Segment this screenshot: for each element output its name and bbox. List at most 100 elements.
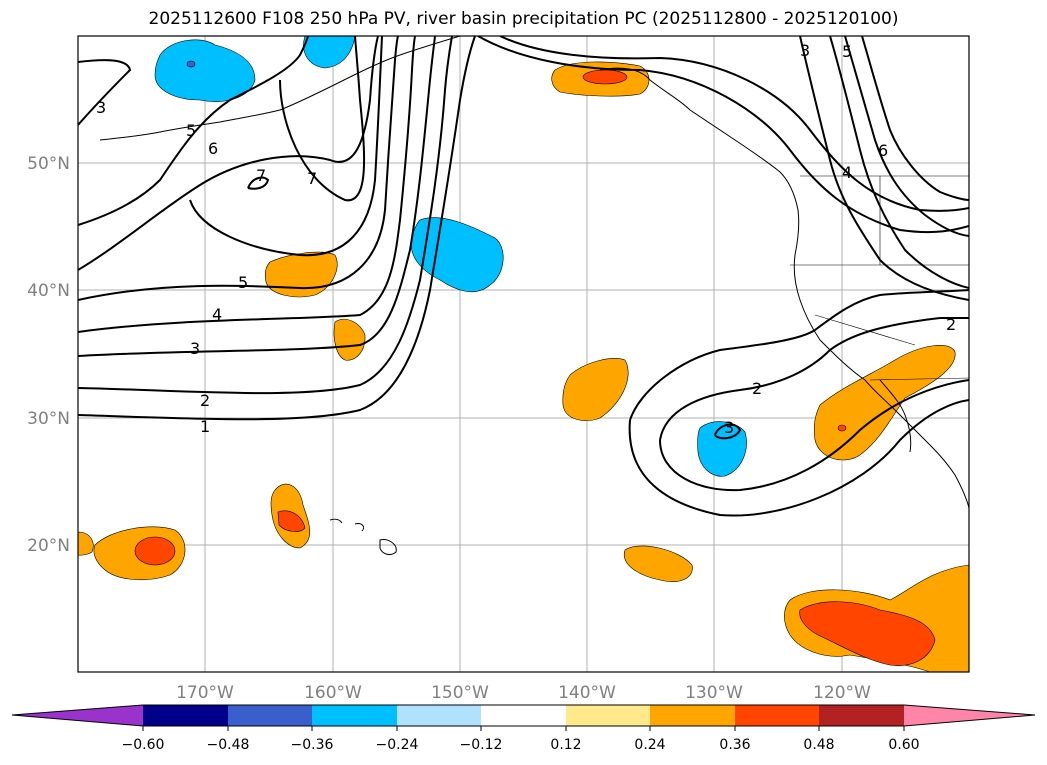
graticule — [78, 36, 969, 672]
pv-label: 5 — [186, 121, 196, 140]
colorbar-tick-label: 0.60 — [888, 737, 919, 753]
lon-tick-label: 140°W — [558, 683, 616, 703]
pos-region-hawaii-north-core — [277, 510, 306, 532]
pv-label: 1 — [200, 417, 210, 436]
colorbar-bin — [650, 705, 735, 726]
aleutian-island-chain — [99, 36, 461, 141]
hawaii-island-maui — [354, 523, 365, 532]
colorbar-tick-label: 0.12 — [550, 737, 581, 753]
us-mexico-border — [869, 377, 969, 381]
lat-tick-label: 50°N — [27, 154, 70, 174]
lat-tick-label: 30°N — [27, 409, 70, 429]
pv-contour-5-north — [78, 36, 309, 226]
pv-label: 5 — [842, 42, 852, 61]
colorbar-tick-label: 0.36 — [719, 737, 750, 753]
pv-contour-labels: 3 5 6 7 7 5 4 3 2 1 2 3 3 5 6 4 2 — [96, 41, 956, 437]
colorbar-extend-high — [904, 705, 1035, 726]
neg-region-aleutian-west — [154, 39, 256, 102]
pv-contour-3-east — [799, 36, 969, 301]
pv-label: 3 — [800, 41, 810, 60]
pv-contour-4-ridge — [477, 36, 969, 234]
lon-tick-label: 120°W — [813, 683, 871, 703]
pv-contour-1 — [78, 36, 476, 421]
colorbar-bin — [228, 705, 312, 726]
pos-region-west-40n — [264, 251, 338, 298]
pv-label: 6 — [208, 139, 218, 158]
pv-label: 2 — [752, 379, 762, 398]
colorbar: −0.60 −0.48 −0.36 −0.24 −0.12 0.12 0.24 … — [11, 704, 1036, 753]
colorbar-tick-label: 0.48 — [803, 737, 834, 753]
pv-contour-5-ridge — [499, 36, 969, 212]
pos-region-baja-core — [837, 424, 847, 432]
pv-contour-4-east — [829, 36, 969, 289]
lat-tick-label: 20°N — [27, 536, 70, 556]
colorbar-bin — [819, 705, 904, 726]
baja-peninsula — [879, 379, 912, 453]
colorbar-bin — [312, 705, 397, 726]
coastlines — [99, 36, 969, 556]
pos-region-east-pacific-18n — [623, 545, 693, 582]
pv-contour-2 — [78, 36, 453, 395]
pv-contour-3 — [78, 36, 436, 357]
lon-tick-label: 160°W — [304, 683, 362, 703]
pv-contour-4 — [78, 36, 416, 333]
colorbar-tick-label: −0.60 — [122, 737, 165, 753]
pv-label: 4 — [842, 163, 852, 182]
pv-contour-5-east — [844, 36, 969, 237]
colorbar-bin — [481, 705, 566, 726]
lon-tick-label: 150°W — [431, 683, 489, 703]
pv-label: 3 — [190, 339, 200, 358]
hawaii-big-island — [379, 539, 397, 556]
colorbar-tick-label: −0.24 — [376, 737, 419, 753]
map-plot-area: 3 5 6 7 7 5 4 3 2 1 2 3 3 5 6 4 2 — [78, 36, 969, 672]
pv-label: 7 — [256, 166, 266, 185]
pv-contour-2-southeast-north — [629, 289, 969, 421]
pv-label: 5 — [238, 273, 248, 292]
neg-region-aleutian-west-core — [186, 60, 196, 68]
lon-tick-labels: 170°W 160°W 150°W 140°W 130°W 120°W — [176, 683, 871, 703]
pv-contour-3-southeast-north — [659, 317, 969, 441]
pv-contour-2-southeast — [628, 399, 969, 517]
pv-label: 3 — [96, 98, 106, 117]
pv-label: 2 — [200, 391, 210, 410]
colorbar-tick-label: 0.24 — [634, 737, 665, 753]
positive-anomaly-regions — [78, 61, 969, 672]
colorbar-ticks — [142, 726, 905, 731]
pv-contour-7-closed — [247, 176, 270, 190]
pv-contour-6-east — [861, 36, 969, 201]
pv-label: 2 — [946, 315, 956, 334]
pos-region-gulf-of-alaska-core — [582, 69, 628, 85]
pv-label: 4 — [212, 305, 222, 324]
pv-contour-3-southeast — [659, 379, 969, 492]
north-american-coast — [599, 67, 969, 509]
pv-label: 6 — [878, 141, 888, 160]
colorbar-extend-low — [12, 705, 143, 726]
political-borders — [790, 175, 969, 381]
state-border-c — [814, 314, 916, 346]
pv-contour-6 — [78, 36, 379, 271]
colorbar-bin — [566, 705, 650, 726]
map-title: 2025112600 F108 250 hPa PV, river basin … — [148, 9, 899, 29]
lon-tick-label: 130°W — [685, 683, 743, 703]
neg-region-north — [303, 36, 356, 69]
map-frame — [77, 35, 970, 673]
pv-contour-5 — [78, 36, 399, 301]
lon-tick-label: 170°W — [176, 683, 234, 703]
pos-region-east-pacific-32n — [562, 358, 629, 421]
colorbar-bin — [397, 705, 481, 726]
colorbar-tick-label: −0.36 — [291, 737, 334, 753]
pv-contour-3-northwest — [78, 59, 132, 126]
negative-anomaly-regions — [154, 36, 747, 477]
pos-region-west-20n-core — [134, 536, 176, 566]
pv-label: 3 — [724, 418, 734, 437]
pv-contour-7 — [279, 36, 366, 202]
lat-tick-label: 40°N — [27, 281, 70, 301]
pv-contours — [78, 36, 969, 517]
pos-region-west-37n — [333, 318, 366, 361]
pos-region-edge-20n — [78, 531, 94, 556]
pv-contour-6b — [189, 36, 383, 257]
pos-region-mexico-southwest-core — [799, 601, 936, 666]
pv-contour-3-closed — [714, 423, 742, 440]
colorbar-bin — [735, 705, 819, 726]
